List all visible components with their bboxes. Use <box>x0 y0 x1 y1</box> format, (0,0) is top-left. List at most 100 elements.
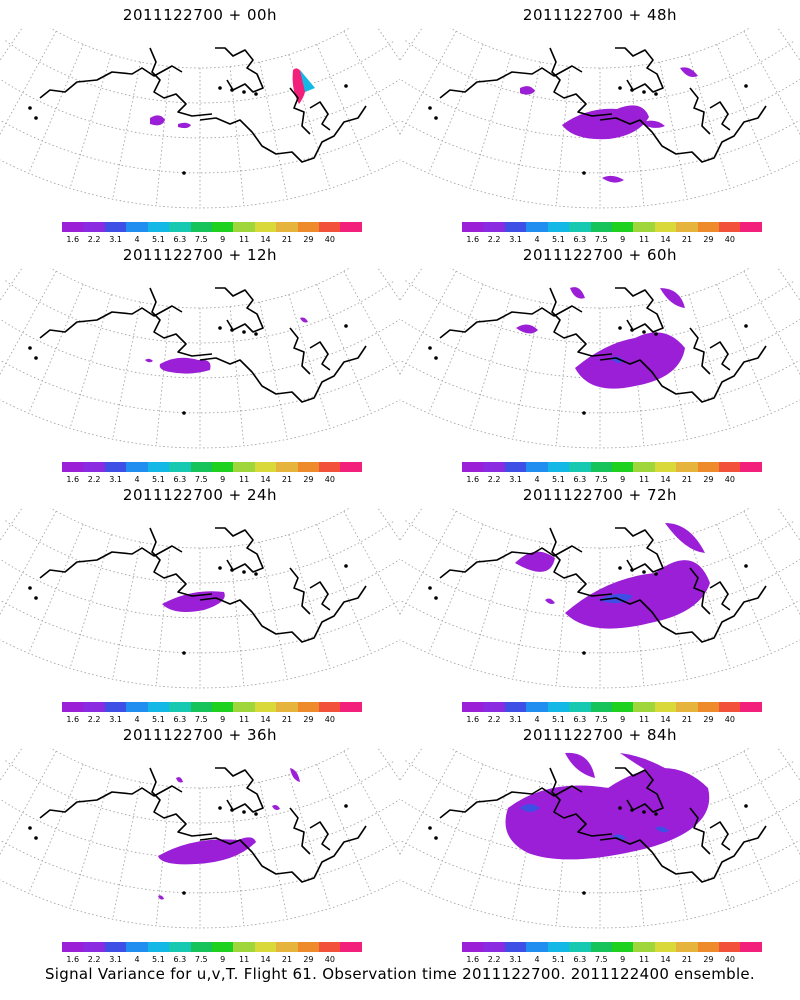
colorbar-swatch <box>547 462 570 472</box>
meridian-line <box>69 534 112 669</box>
colorbar-swatch <box>547 702 570 712</box>
meridian-line <box>0 511 57 615</box>
coastline <box>309 101 331 131</box>
colorbar-tick-label: 5.1 <box>552 715 565 724</box>
colorbar-swatch <box>211 942 234 952</box>
colorbar-tick-label: 6.3 <box>173 715 187 724</box>
colorbar-swatch <box>104 462 127 472</box>
island <box>744 84 748 88</box>
colorbar-swatch <box>297 702 320 712</box>
colorbar <box>462 462 762 472</box>
colorbar-tick-label: 7.5 <box>194 715 208 724</box>
colorbar-tick-label: 4 <box>534 715 540 724</box>
colorbar-swatch <box>254 942 277 952</box>
colorbar-swatch <box>233 942 255 952</box>
coastline <box>39 65 183 99</box>
meridian-line <box>400 31 457 135</box>
colorbar-labels: 1.6 2.2 3.1 4 5.1 6.3 7.5 9 11 14 21 29 40 <box>450 475 750 487</box>
meridian-line <box>229 306 245 446</box>
latitude-line <box>5 280 395 344</box>
meridian-line <box>377 28 400 62</box>
meridian-line <box>400 508 423 542</box>
figure-caption: Signal Variance for u,v,T. Flight 61. Ob… <box>44 965 756 983</box>
colorbar-swatch <box>740 222 762 232</box>
colorbar-tick-label: 2.2 <box>487 715 501 724</box>
signal-variance-contour <box>176 777 183 783</box>
meridian-line <box>0 748 23 782</box>
colorbar-swatch <box>462 702 484 712</box>
colorbar-labels: 1.6 2.2 3.1 4 5.1 6.3 7.5 9 11 14 21 29 40 <box>50 715 350 727</box>
colorbar-swatch <box>254 462 277 472</box>
meridian-line <box>316 764 372 894</box>
island <box>582 651 586 655</box>
colorbar-swatch <box>297 462 320 472</box>
colorbar-tick-label: 14 <box>660 715 671 724</box>
colorbar-swatch <box>126 702 148 712</box>
colorbar-tick-label: 40 <box>724 235 735 244</box>
meridian-line <box>428 44 484 174</box>
colorbar-swatch <box>676 942 698 952</box>
coastline <box>549 527 613 597</box>
colorbar-tick-label: 7.5 <box>594 715 608 724</box>
meridian-line <box>428 284 484 414</box>
meridian-line <box>629 66 645 206</box>
colorbar-swatch <box>611 462 634 472</box>
meridian-line <box>377 508 400 542</box>
coastline <box>689 327 711 375</box>
colorbar <box>62 462 362 472</box>
coastline <box>199 585 367 643</box>
island <box>642 570 646 574</box>
colorbar-tick-label: 21 <box>681 235 693 244</box>
colorbar-swatch <box>654 702 677 712</box>
colorbar-tick-label: 6.3 <box>573 475 587 484</box>
colorbar-swatch <box>169 942 191 952</box>
colorbar-swatch <box>104 942 127 952</box>
meridian-line <box>659 301 688 440</box>
polar-map <box>400 508 800 689</box>
colorbar-tick-label: 40 <box>324 475 335 484</box>
colorbar-swatch <box>126 942 148 952</box>
colorbar-swatch <box>569 462 591 472</box>
colorbar-swatch <box>233 462 255 472</box>
meridian-line <box>688 774 731 909</box>
colorbar-swatch <box>526 222 548 232</box>
meridian-line <box>0 751 57 855</box>
colorbar-swatch <box>233 702 255 712</box>
colorbar-tick-label: 29 <box>303 715 314 724</box>
island <box>582 411 586 415</box>
colorbar-tick-label: 4 <box>534 475 540 484</box>
panel-title: 2011122700 + 00h <box>122 6 278 24</box>
colorbar-tick-label: 7.5 <box>594 955 608 964</box>
polar-map <box>0 508 400 689</box>
meridian-line <box>777 748 800 782</box>
island <box>630 88 634 92</box>
colorbar <box>462 222 762 232</box>
signal-variance-contour <box>290 768 300 782</box>
island <box>242 810 246 814</box>
island <box>428 346 432 350</box>
colorbar-swatch <box>126 222 148 232</box>
coastline <box>199 105 367 163</box>
colorbar-swatch <box>590 702 612 712</box>
map-panel-60h: 2011122700 + 60h 1.6 2.2 3.1 4 5.1 6.3 7.5 9 11 14… <box>400 240 800 484</box>
colorbar-tick-label: 4 <box>134 955 140 964</box>
latitude-line <box>400 159 800 209</box>
colorbar-swatch <box>697 222 720 232</box>
colorbar-tick-label: 2.2 <box>87 715 101 724</box>
colorbar-swatch <box>276 222 298 232</box>
meridian-line <box>316 284 372 414</box>
coastline <box>289 87 311 135</box>
colorbar-swatch <box>211 462 234 472</box>
colorbar-swatch <box>462 222 484 232</box>
colorbar-tick-label: 3.1 <box>109 715 122 724</box>
colorbar-swatch <box>190 942 212 952</box>
colorbar-tick-label: 6.3 <box>573 235 587 244</box>
colorbar-tick-label: 40 <box>724 715 735 724</box>
colorbar-tick-label: 40 <box>324 955 335 964</box>
colorbar-swatch <box>676 222 698 232</box>
coastline <box>149 527 213 597</box>
colorbar-swatch <box>297 942 320 952</box>
colorbar-swatch <box>526 942 548 952</box>
colorbar-swatch <box>319 702 341 712</box>
colorbar-swatch <box>254 222 277 232</box>
